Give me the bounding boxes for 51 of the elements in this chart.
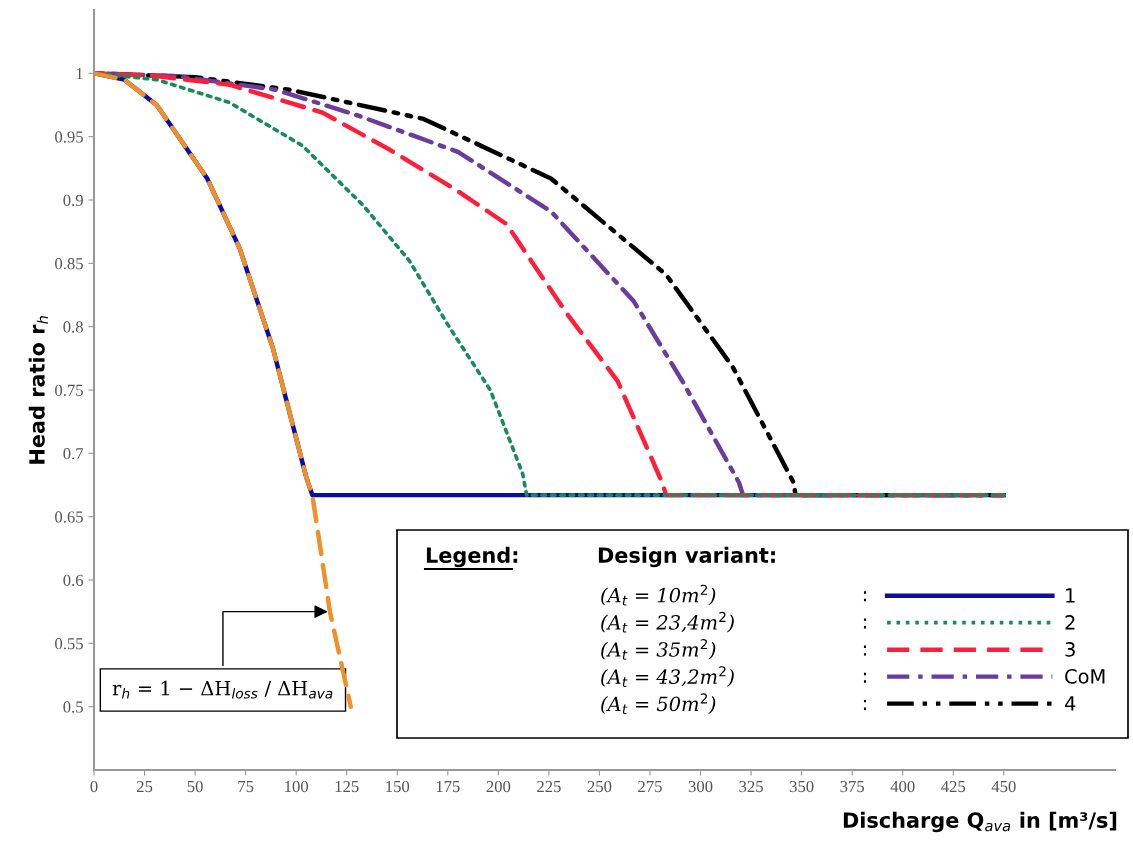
x-tick-label: 225 <box>537 780 561 793</box>
annotation: (A$_{t}$ = 43,2m$^{2}$) <box>601 666 734 687</box>
annotation: (A$_{t}$ = 50m$^{2}$) <box>601 693 716 715</box>
x-tick-label: 425 <box>941 780 966 793</box>
y-axis-title: Head ratio r$_{h}$ <box>28 316 48 464</box>
annotation: r$_{h}$ = 1 − ΔH$_{loss}$ / ΔH$_{ava}$ <box>112 680 333 699</box>
y-tick-label: 0.6 <box>63 574 84 587</box>
x-tick-label: 0 <box>90 780 98 793</box>
text: 1 <box>1066 588 1075 603</box>
annotation: : <box>863 618 866 629</box>
x-axis-title: Discharge Q$_{ava}$ in [m³/s] <box>843 811 1117 833</box>
y-tick-label: 0.75 <box>55 384 83 397</box>
y-tick-label: 0.9 <box>63 194 83 207</box>
x-tick-label: 275 <box>638 780 662 793</box>
x-tick-label: 350 <box>789 780 814 793</box>
annotation: : <box>863 645 866 656</box>
x-tick-label: 150 <box>386 780 410 793</box>
text: 3 <box>1065 642 1075 657</box>
text: CoM <box>1065 669 1105 684</box>
x-tick-label: 375 <box>840 780 865 793</box>
annotation: (A$_{t}$ = 35m$^{2}$) <box>601 639 716 660</box>
y-tick-label: 0.8 <box>63 321 83 333</box>
y-tick-label: 0.7 <box>63 448 84 460</box>
y-tick-label: 0.65 <box>55 511 83 523</box>
y-tick-label: 0.5 <box>63 701 83 713</box>
y-tick-label: 0.55 <box>55 638 83 650</box>
x-tick-label: 175 <box>436 780 460 793</box>
annotation: : <box>863 672 866 683</box>
y-tick-label: 1 <box>76 68 83 80</box>
text: 2 <box>1065 615 1075 630</box>
x-tick-label: 450 <box>991 780 1016 793</box>
x-tick-label: 325 <box>739 780 763 793</box>
x-tick-label: 125 <box>335 780 359 793</box>
x-tick-label: 250 <box>587 780 612 793</box>
annotation: Design variant: <box>598 546 775 568</box>
x-tick-label: 75 <box>238 781 254 793</box>
annotation: : <box>863 591 866 602</box>
text: 4 <box>1064 696 1076 711</box>
y-tick-label: 0.85 <box>55 258 83 270</box>
legend-title: Legend: <box>426 546 518 568</box>
x-tick-label: 50 <box>187 780 203 793</box>
x-tick-label: 100 <box>285 780 309 793</box>
annotation: (A$_{t}$ = 23,4m$^{2}$) <box>601 611 734 633</box>
annotation: : <box>863 699 866 710</box>
text: 2 <box>700 584 707 595</box>
x-tick-label: 300 <box>688 780 713 793</box>
y-tick-label: 0.95 <box>55 131 83 143</box>
line-series <box>94 71 353 709</box>
x-tick-label: 200 <box>486 780 511 793</box>
x-tick-label: 25 <box>136 780 153 793</box>
x-tick-label: 400 <box>890 780 915 793</box>
